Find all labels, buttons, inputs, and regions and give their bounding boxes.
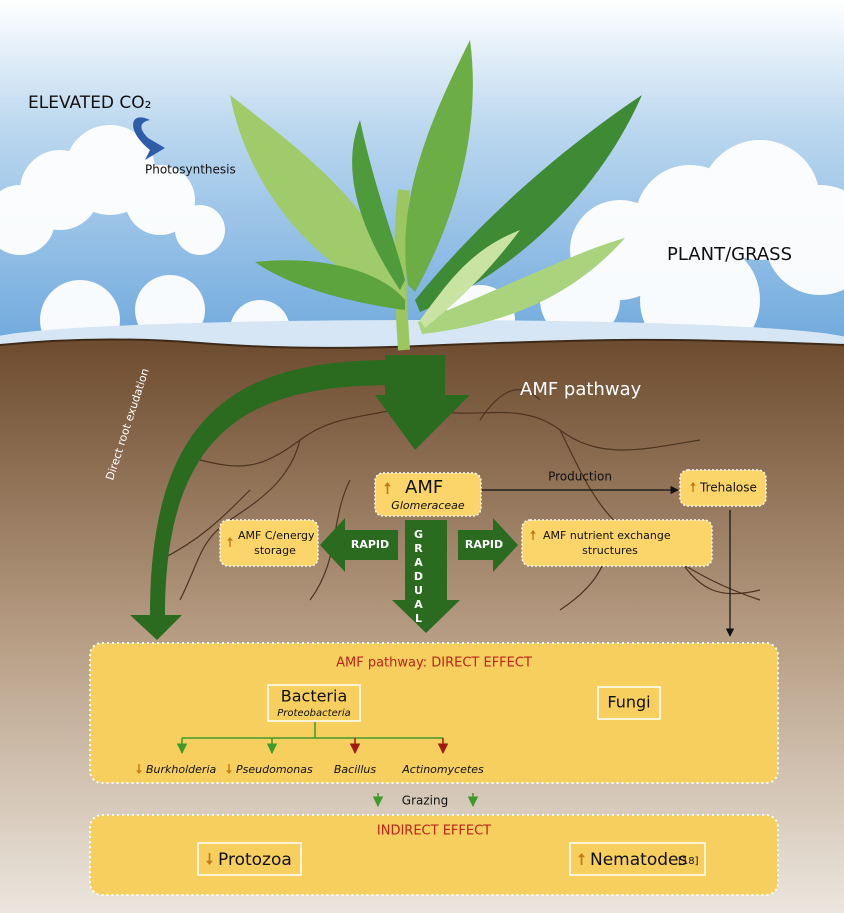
storage-label: storage [254,544,296,557]
nutrient-label: structures [582,544,638,557]
amf-box [374,472,482,517]
plant-part [352,120,405,290]
rapid-label: RAPID [465,538,503,551]
bacteria-taxon: Proteobacteria [277,708,351,719]
root-exudation-arrow [130,360,395,640]
bacteria-tree [176,722,449,755]
plant-part [230,95,405,300]
roots-part [479,389,541,421]
plant-part [415,95,642,312]
protozoa-label: Protozoa [218,850,292,870]
clouds-part [0,185,55,255]
clouds-part [175,205,225,255]
plant [230,40,642,351]
rapid-left-arrow [320,518,398,572]
production-label: Production [548,470,612,484]
trehalose-label: Trehalose [699,481,757,495]
co2-label: ELEVATED CO₂ [28,93,152,113]
amf-label: AMF [405,477,443,498]
nematodes-box [569,842,706,876]
clouds-part [765,185,844,295]
bacteria-label: Bacteria [281,687,348,706]
nutrient-box [521,519,713,567]
protozoa-box [197,842,302,876]
roots-part [679,559,761,595]
direct-title: AMF pathway: DIRECT EFFECT [336,656,532,671]
plant-part [418,238,625,334]
bacteria-box [267,684,361,722]
taxon-label: Pseudomonas [236,763,313,776]
pathway-label: AMF pathway [520,379,642,400]
nutrient-label: AMF nutrient exchange [543,529,671,542]
photosynthesis-label: Photosynthesis [145,163,236,177]
taxon-label: Actinomycetes [401,763,484,776]
rapid-right-arrow [458,518,518,572]
clouds-part [125,165,195,235]
plant-part [405,40,473,292]
gradual-label: GRADUAL [412,528,425,626]
direct-box [89,642,779,784]
reference: [18] [678,856,699,867]
grazing-label: Grazing [402,794,448,808]
co2-arrow [133,117,165,160]
amf-taxon: Glomeraceae [391,499,465,512]
indirect-title: INDIRECT EFFECT [377,824,491,839]
roots [159,389,761,611]
fungi-label: Fungi [607,693,650,712]
gradual-arrow [392,520,460,633]
fungi-box [597,686,661,720]
plant-part [255,260,405,310]
storage-label: AMF C/energy [238,529,315,542]
plant-part [420,230,520,328]
trehalose-box [679,469,767,507]
storage-box [219,519,319,567]
main-arrow [375,355,470,450]
ground-line [0,338,844,349]
plant-label: PLANT/GRASS [667,244,792,265]
roots-part [199,399,421,467]
roots-part [159,489,251,561]
taxon-label: Burkholderia [146,763,216,776]
taxon-label: Bacillus [334,763,376,776]
bacteria-tree-part [182,722,316,739]
rapid-label: RAPID [351,538,389,551]
nematodes-label: Nematodes [590,850,687,870]
